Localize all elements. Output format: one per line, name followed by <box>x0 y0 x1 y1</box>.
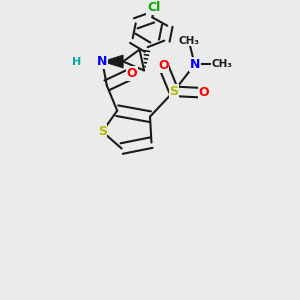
Text: H: H <box>72 56 82 67</box>
Text: N: N <box>97 55 107 68</box>
Text: N: N <box>190 58 200 71</box>
Polygon shape <box>102 55 123 68</box>
Text: CH₃: CH₃ <box>178 36 199 46</box>
Text: O: O <box>198 86 209 99</box>
Text: O: O <box>127 67 137 80</box>
Text: S: S <box>98 125 107 138</box>
Text: S: S <box>169 85 178 98</box>
Text: CH₃: CH₃ <box>211 59 232 70</box>
Text: O: O <box>158 59 169 73</box>
Text: Cl: Cl <box>147 1 160 14</box>
